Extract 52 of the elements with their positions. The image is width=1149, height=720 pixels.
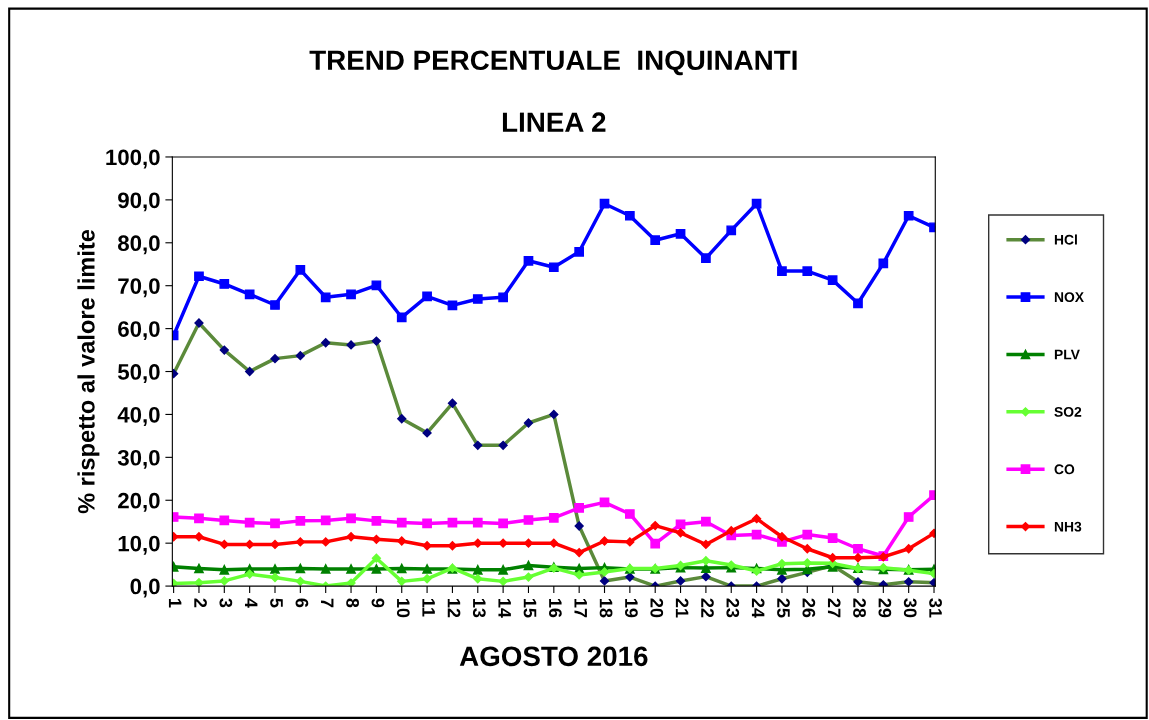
- x-tick-label: 30: [903, 598, 917, 618]
- x-tick-label: 13: [472, 599, 486, 618]
- y-tick-label: 50,0: [117, 364, 160, 384]
- x-tick-label: 4: [244, 598, 258, 608]
- x-tick-label: 19: [625, 599, 638, 618]
- x-tick-label: 18: [599, 599, 613, 618]
- y-tick-label: 60,0: [118, 321, 160, 341]
- x-tick-label: 8: [346, 598, 359, 608]
- y-tick-label: 80,0: [118, 235, 160, 255]
- y-tick-label: 0,0: [130, 578, 160, 598]
- x-tick-label: 29: [878, 598, 892, 618]
- x-tick-label: 24: [751, 598, 765, 618]
- x-tick-label: 22: [701, 598, 714, 618]
- x-tick-label: 5: [270, 598, 283, 608]
- x-tick-label: 23: [726, 598, 740, 618]
- x-tick-label: 25: [777, 598, 790, 618]
- legend-label: CO: [1054, 464, 1075, 475]
- x-tick-label: 11: [422, 599, 435, 617]
- legend-label: NOX: [1054, 292, 1084, 303]
- legend-label: NH3: [1054, 521, 1082, 532]
- x-tick-label: 17: [574, 599, 587, 618]
- x-tick-label: 3: [219, 598, 233, 608]
- chart-subtitle: LINEA 2: [502, 112, 606, 132]
- x-tick-label: 10: [396, 599, 410, 618]
- x-tick-label: 9: [371, 598, 385, 608]
- y-tick-label: 100,0: [106, 149, 160, 169]
- x-axis-title: AGOSTO 2016: [459, 646, 648, 667]
- x-tick-label: 26: [802, 598, 816, 618]
- chart-title: TREND PERCENTUALE INQUINANTI: [309, 50, 797, 76]
- x-tick-label: 7: [321, 598, 334, 608]
- y-tick-label: 20,0: [118, 492, 160, 512]
- y-axis-title: % rispetto al valore limite: [77, 229, 100, 514]
- y-tick-label: 70,0: [118, 278, 160, 298]
- x-tick-label: 14: [498, 599, 511, 618]
- x-tick-label: 21: [675, 598, 689, 618]
- x-tick-label: 16: [548, 599, 562, 618]
- legend-label: SO2: [1054, 406, 1082, 417]
- x-tick-label: 27: [827, 598, 841, 618]
- y-tick-label: 40,0: [117, 406, 160, 426]
- x-tick-label: 31: [929, 598, 942, 618]
- legend-label: HCl: [1054, 234, 1077, 245]
- y-tick-label: 30,0: [117, 449, 160, 469]
- x-tick-label: 12: [447, 599, 461, 618]
- x-tick-label: 1: [168, 599, 182, 608]
- x-tick-label: 28: [853, 598, 866, 618]
- y-tick-label: 90,0: [118, 192, 160, 212]
- legend-label: PLV: [1054, 349, 1080, 360]
- x-tick-label: 6: [295, 598, 309, 608]
- x-tick-label: 2: [194, 598, 207, 608]
- x-tick-label: 15: [523, 599, 537, 618]
- y-tick-label: 10,0: [118, 535, 160, 555]
- x-tick-label: 20: [650, 598, 664, 618]
